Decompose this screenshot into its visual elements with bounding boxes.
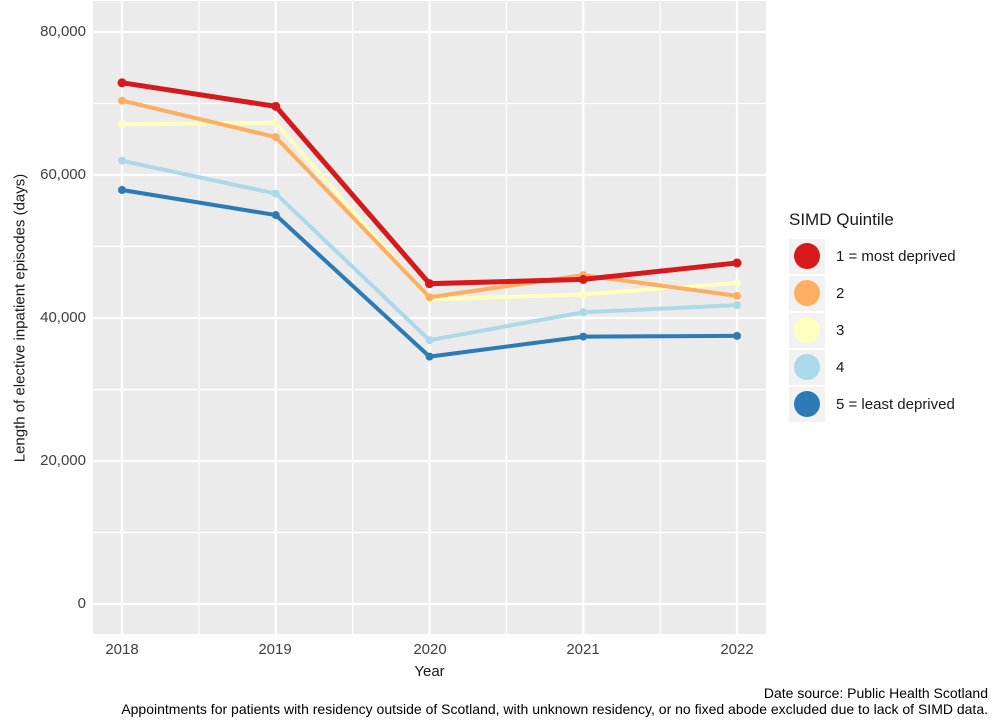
legend-title: SIMD Quintile <box>789 210 894 229</box>
series-point-quintile-5 <box>425 352 434 361</box>
legend-key <box>789 349 825 385</box>
series-point-quintile-4 <box>118 156 126 165</box>
series-point-quintile-1 <box>117 78 127 88</box>
series-point-quintile-2 <box>118 96 126 105</box>
plot-panel <box>93 1 766 634</box>
quintile-5-dot-icon <box>794 391 820 417</box>
plot-area-svg <box>93 1 766 634</box>
legend-key <box>789 238 825 274</box>
legend-label: 1 = most deprived <box>836 247 956 265</box>
x-tick-2021: 2021 <box>566 641 600 658</box>
x-tick-2018: 2018 <box>105 641 139 658</box>
series-point-quintile-5 <box>118 186 126 195</box>
x-tick-2020: 2020 <box>413 641 447 658</box>
y-tick-0: 0 <box>77 595 86 612</box>
series-point-quintile-4 <box>579 308 588 317</box>
x-axis-title: Year <box>414 663 445 680</box>
caption-exclusion-note: Appointments for patients with residency… <box>121 701 988 717</box>
quintile-1-dot-icon <box>794 243 820 269</box>
series-point-quintile-1 <box>578 274 588 284</box>
series-point-quintile-5 <box>733 331 741 340</box>
series-point-quintile-5 <box>271 211 280 220</box>
legend-key <box>789 386 825 422</box>
x-tick-2022: 2022 <box>720 641 754 658</box>
legend-item-quintile-1: 1 = most deprived <box>789 238 956 274</box>
series-point-quintile-4 <box>425 336 434 345</box>
legend-item-quintile-3: 3 <box>789 312 956 348</box>
series-point-quintile-3 <box>271 118 280 127</box>
series-point-quintile-1 <box>271 101 281 111</box>
y-axis-title: Length of elective inpatient episodes (d… <box>11 173 29 463</box>
y-tick-40000: 40,000 <box>40 309 86 326</box>
series-point-quintile-3 <box>579 290 588 299</box>
quintile-2-dot-icon <box>794 280 820 306</box>
series-point-quintile-4 <box>271 189 280 198</box>
y-tick-60000: 60,000 <box>40 166 86 183</box>
caption-data-source: Date source: Public Health Scotland <box>763 685 988 701</box>
series-point-quintile-2 <box>271 133 280 142</box>
series-point-quintile-1 <box>425 279 434 289</box>
legend-label: 4 <box>836 358 845 376</box>
legend: SIMD Quintile 1 = most deprived 2 3 4 5 … <box>789 210 956 423</box>
series-point-quintile-3 <box>733 278 741 287</box>
series-point-quintile-3 <box>118 120 126 129</box>
legend-label: 3 <box>836 321 845 339</box>
legend-label: 2 <box>836 284 845 302</box>
series-point-quintile-5 <box>579 332 588 341</box>
legend-label: 5 = least deprived <box>836 395 955 413</box>
quintile-4-dot-icon <box>794 354 820 380</box>
legend-key <box>789 312 825 348</box>
legend-key <box>789 275 825 311</box>
y-tick-20000: 20,000 <box>40 452 86 469</box>
legend-item-quintile-2: 2 <box>789 275 956 311</box>
series-point-quintile-1 <box>732 258 742 268</box>
series-point-quintile-2 <box>733 291 741 300</box>
x-tick-2019: 2019 <box>258 641 292 658</box>
legend-item-quintile-4: 4 <box>789 349 956 385</box>
legend-item-quintile-5: 5 = least deprived <box>789 386 956 422</box>
series-point-quintile-2 <box>425 293 434 302</box>
series-point-quintile-4 <box>733 301 741 310</box>
quintile-3-dot-icon <box>794 317 820 343</box>
y-tick-80000: 80,000 <box>40 23 86 40</box>
